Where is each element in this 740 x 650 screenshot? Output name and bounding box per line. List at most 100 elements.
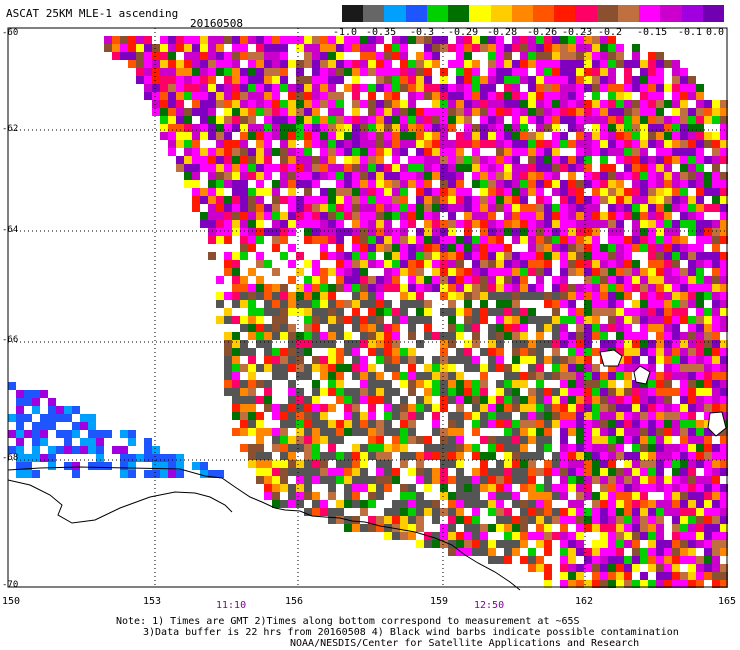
swath-cell <box>496 316 504 324</box>
swath-cell <box>256 108 264 116</box>
swath-cell <box>240 84 248 92</box>
swath-cell <box>312 452 320 460</box>
swath-cell <box>368 476 376 484</box>
swath-cell <box>264 484 272 492</box>
swath-cell <box>496 132 504 140</box>
swath-cell <box>656 532 664 540</box>
swath-cell <box>576 60 584 68</box>
swath-cell <box>536 236 544 244</box>
swath-cell <box>424 276 432 284</box>
swath-cell <box>336 284 344 292</box>
swath-cell <box>152 68 160 76</box>
swath-cell <box>672 500 680 508</box>
swath-cell <box>600 548 608 556</box>
swath-cell <box>168 116 176 124</box>
swath-cell <box>576 492 584 500</box>
swath-cell <box>704 204 712 212</box>
swath-cell <box>392 268 400 276</box>
swath-cell <box>320 412 328 420</box>
swath-cell <box>680 268 688 276</box>
swath-cell <box>472 468 480 476</box>
swath-cell <box>416 516 424 524</box>
swath-cell <box>576 580 584 588</box>
swath-cell <box>608 580 616 588</box>
swath-cell <box>576 212 584 220</box>
swath-cell <box>512 316 520 324</box>
swath-cell <box>256 100 264 108</box>
swath-cell <box>520 412 528 420</box>
swath-cell <box>432 348 440 356</box>
swath-cell <box>160 44 168 52</box>
swath-cell <box>584 228 592 236</box>
swath-cell <box>296 236 304 244</box>
swath-cell <box>352 188 360 196</box>
swath-cell <box>552 36 560 44</box>
swath-cell <box>320 228 328 236</box>
swath-cell <box>704 284 712 292</box>
swath-cell <box>296 284 304 292</box>
swath-cell <box>416 284 424 292</box>
swath-cell <box>536 148 544 156</box>
swath-cell <box>648 124 656 132</box>
swath-cell <box>640 460 648 468</box>
swath-cell <box>288 340 296 348</box>
swath-cell <box>320 36 328 44</box>
swath-cell <box>336 244 344 252</box>
swath-cell <box>592 516 600 524</box>
swath-cell <box>240 252 248 260</box>
swath-cell <box>672 180 680 188</box>
swath-cell <box>448 436 456 444</box>
swath-cell <box>88 446 96 454</box>
swath-cell <box>536 468 544 476</box>
swath-cell <box>576 308 584 316</box>
swath-cell <box>264 204 272 212</box>
swath-cell <box>592 412 600 420</box>
swath-cell <box>672 420 680 428</box>
swath-cell <box>464 388 472 396</box>
swath-cell <box>520 388 528 396</box>
swath-cell <box>304 164 312 172</box>
swath-cell <box>696 572 704 580</box>
swath-cell <box>368 276 376 284</box>
swath-cell <box>448 204 456 212</box>
swath-cell <box>264 436 272 444</box>
swath-cell <box>656 292 664 300</box>
swath-cell <box>160 454 168 462</box>
swath-cell <box>368 396 376 404</box>
swath-cell <box>552 508 560 516</box>
swath-cell <box>656 524 664 532</box>
swath-cell <box>432 308 440 316</box>
swath-cell <box>672 172 680 180</box>
swath-cell <box>488 524 496 532</box>
swath-cell <box>440 492 448 500</box>
swath-cell <box>304 212 312 220</box>
swath-cell <box>520 180 528 188</box>
swath-cell <box>360 372 368 380</box>
swath-cell <box>600 396 608 404</box>
swath-cell <box>40 430 48 438</box>
swath-cell <box>504 396 512 404</box>
swath-cell <box>664 196 672 204</box>
swath-cell <box>232 116 240 124</box>
swath-cell <box>448 332 456 340</box>
swath-cell <box>664 380 672 388</box>
swath-cell <box>488 364 496 372</box>
swath-cell <box>288 492 296 500</box>
swath-cell <box>712 564 720 572</box>
swath-cell <box>696 188 704 196</box>
swath-cell <box>432 108 440 116</box>
swath-cell <box>232 188 240 196</box>
swath-cell <box>32 430 40 438</box>
swath-cell <box>312 388 320 396</box>
swath-cell <box>328 412 336 420</box>
swath-cell <box>664 372 672 380</box>
swath-cell <box>304 300 312 308</box>
swath-cell <box>520 252 528 260</box>
swath-cell <box>544 244 552 252</box>
swath-cell <box>184 124 192 132</box>
swath-cell <box>280 84 288 92</box>
swath-cell <box>544 492 552 500</box>
swath-cell <box>600 508 608 516</box>
swath-cell <box>592 132 600 140</box>
swath-cell <box>328 348 336 356</box>
